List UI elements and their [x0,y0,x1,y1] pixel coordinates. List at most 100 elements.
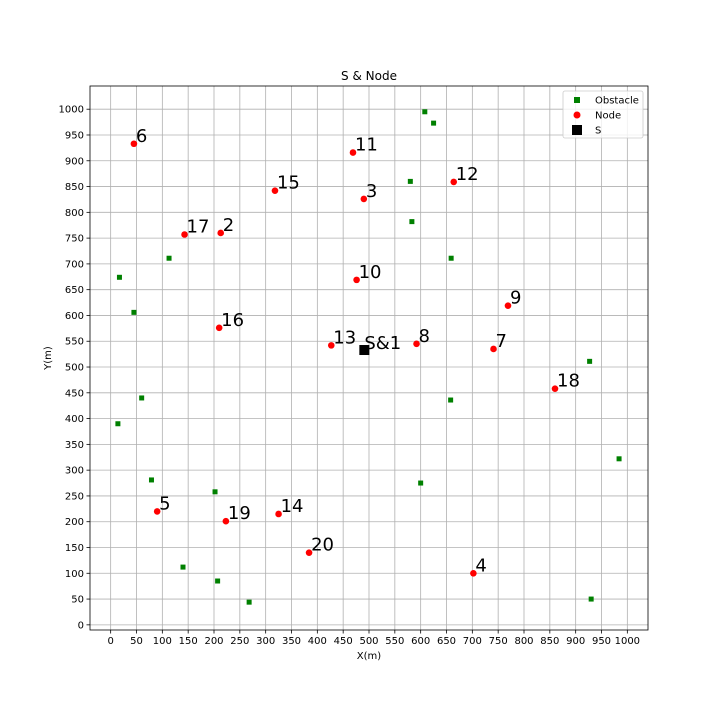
node-point [222,517,230,525]
chart-title: S & Node [341,69,397,83]
data-marks [115,109,622,605]
s-label: S&1 [364,333,401,354]
node-point [130,140,138,148]
node-label: 4 [475,555,486,576]
x-tick-label: 400 [308,636,327,647]
s-point [359,345,370,356]
node-point [490,345,497,353]
x-tick-label: 0 [107,636,113,647]
node-label: 2 [223,215,234,236]
node-point [305,549,313,556]
y-tick-label: 900 [65,156,84,167]
y-axis-label: Y(m) [43,346,54,371]
data-labels: 2 3 4 5 6 7 8 9 10 11 12 13 14 15 16 17 18 19 20 S&1 [136,126,580,577]
x-tick-label: 450 [334,636,353,647]
obstacle-point [448,255,454,261]
obstacle-point [409,219,415,225]
obstacle-point [148,477,154,483]
x-tick-label: 200 [204,636,223,647]
y-tick-label: 800 [65,208,84,219]
x-tick-label: 900 [566,636,585,647]
node-point [349,149,357,156]
node-label: 11 [355,135,378,156]
x-tick-label: 250 [230,636,249,647]
legend-box [562,90,644,139]
x-axis-label: X(m) [357,651,381,662]
y-tick-label: 350 [65,440,84,451]
node-point [551,385,559,392]
plot-frame [89,85,649,631]
node-label: 9 [510,288,521,309]
y-tick-label: 1000 [59,105,84,116]
obstacle-point [212,489,218,495]
node-label: 13 [333,327,356,348]
legend-label: Obstacle [595,96,639,107]
node-label: 14 [281,496,304,517]
obstacle-point [422,109,428,115]
node-point [504,302,512,309]
grid [90,86,648,630]
node-point [450,178,458,186]
x-tick-label: 600 [411,636,430,647]
node-label: 19 [228,503,251,524]
plot-area: 0 50 100 150 200 250 300 350 400 450 500 550 600 650 7… [59,85,649,647]
obstacle-point [116,274,122,280]
y-tick-label: 500 [65,363,84,374]
x-tick-label: 1000 [615,636,640,647]
x-tick-label: 500 [359,636,378,647]
x-tick-label: 850 [540,636,559,647]
x-tick-label: 650 [437,636,456,647]
y-tick-label: 750 [65,234,84,245]
node-point [153,508,161,515]
node-label: 6 [136,126,147,147]
node-point [275,510,282,518]
node-label: 5 [159,493,170,514]
legend-node-marker [573,111,581,119]
node-label: 12 [456,164,479,185]
node-point [470,569,477,577]
node-point [215,324,223,332]
legend-s-marker [572,125,582,135]
node-point [413,340,420,348]
obstacle-point [131,309,137,315]
legend: Obstacle Node S [562,90,644,139]
x-tick-label: 800 [514,636,533,647]
node-label: 7 [496,331,507,352]
y-tick-label: 600 [65,311,84,322]
node-label: 3 [366,181,377,202]
obstacle-point [180,564,186,570]
obstacle-point [616,456,622,462]
node-label: 15 [277,173,300,194]
node-point [360,195,368,203]
obstacle-point [448,397,454,403]
obstacle-point [246,599,252,605]
node-label: 20 [311,535,334,556]
node-point [181,231,188,238]
obstacle-point [166,255,172,261]
x-tick-label: 150 [179,636,198,647]
y-tick-label: 450 [65,388,84,399]
y-tick-label: 150 [65,543,84,554]
x-tick-label: 350 [282,636,301,647]
y-tick-label: 100 [65,569,84,580]
x-tick-label: 550 [385,636,404,647]
node-point [217,229,225,237]
y-tick-label: 850 [65,182,84,193]
node-label: 8 [419,326,430,347]
obstacle-point [588,596,594,602]
obstacle-point [431,120,437,126]
legend-label: S [595,126,601,137]
node-label: 16 [221,310,244,331]
x-tick-label: 100 [153,636,172,647]
y-tick-label: 950 [65,130,84,141]
y-tick-label: 0 [78,620,84,631]
node-point [271,187,279,194]
x-tick-label: 750 [489,636,508,647]
y-tick-label: 300 [65,466,84,477]
node-label: 10 [359,262,382,283]
node-point [353,276,360,284]
y-tick-label: 50 [71,595,84,606]
x-tick-label: 950 [592,636,611,647]
legend-obstacle-marker [574,97,580,103]
